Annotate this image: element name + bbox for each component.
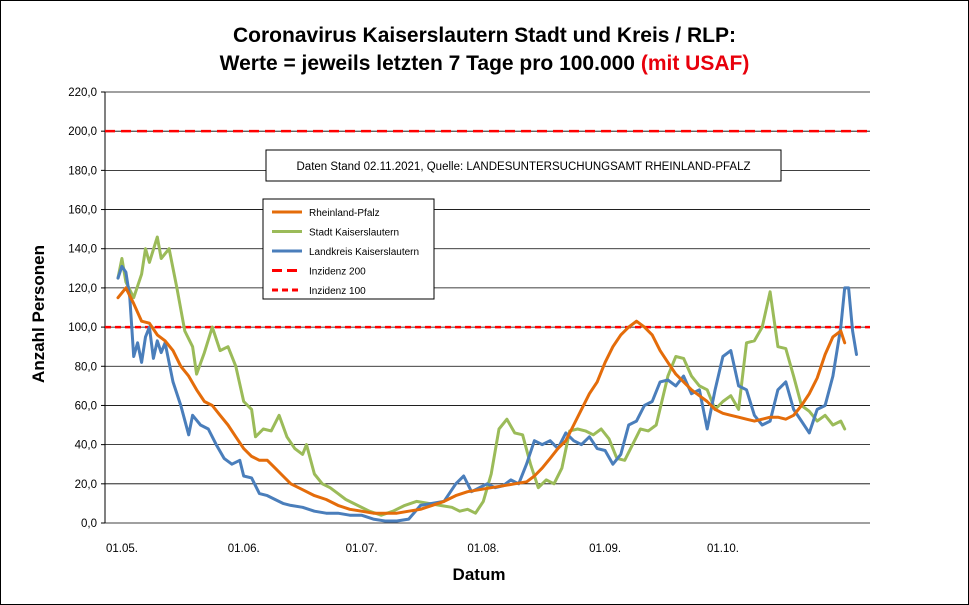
legend-label: Inzidenz 100 <box>309 286 366 297</box>
x-tick-label: 01.10. <box>707 543 739 555</box>
y-tick-label: 160,0 <box>68 205 97 217</box>
chart-title-line2: Werte = jeweils letzten 7 Tage pro 100.0… <box>0 52 969 76</box>
legend-frame <box>262 198 435 300</box>
y-tick-label: 140,0 <box>68 244 97 256</box>
chart-title-line1: Coronavirus Kaiserslautern Stadt und Kre… <box>233 24 736 47</box>
y-tick-label: 20,0 <box>75 479 97 491</box>
annotation-frame <box>265 149 782 182</box>
x-axis: 01.05. 01.06. 01.07. 01.08. 01.09. 01.10. <box>106 543 739 555</box>
x-tick-label: 01.05. <box>106 543 138 555</box>
series-line <box>116 235 847 517</box>
legend-label: Rheinland-Pfalz <box>309 208 380 219</box>
y-axis: 0,0 20,0 40,0 60,0 80,0 100,0 120,0 140,0 160,0 1… <box>68 87 106 530</box>
annotation-text: Daten Stand 02.11.2021, Quelle: LANDESUN… <box>297 161 751 173</box>
x-axis-label: Datum <box>453 565 506 584</box>
legend-label: Landkreis Kaiserslautern <box>309 247 419 258</box>
x-tick-label: 01.06. <box>228 543 260 555</box>
grid-lines <box>105 91 870 524</box>
chart-title-line2-text: Werte = jeweils letzten 7 Tage pro 100.0… <box>219 52 641 75</box>
x-tick-label: 01.07. <box>346 543 378 555</box>
y-tick-label: 200,0 <box>68 126 97 138</box>
y-tick-label: 220,0 <box>68 87 97 99</box>
y-tick-label: 180,0 <box>68 165 97 177</box>
y-tick-label: 60,0 <box>75 400 97 412</box>
legend-label: Stadt Kaiserslautern <box>309 228 399 239</box>
legend-label: Inzidenz 200 <box>309 267 366 278</box>
y-tick-label: 120,0 <box>68 283 97 295</box>
y-tick-label: 100,0 <box>68 322 97 334</box>
series-lines <box>116 235 858 523</box>
y-tick-label: 80,0 <box>75 361 97 373</box>
y-tick-label: 40,0 <box>75 440 97 452</box>
y-tick-label: 0,0 <box>81 518 97 530</box>
series-line <box>116 286 847 515</box>
chart-title-highlight: (mit USAF) <box>640 52 750 75</box>
reference-lines <box>105 129 870 329</box>
legend: Rheinland-Pfalz Stadt Kaiserslautern Landk… <box>262 198 435 300</box>
x-tick-label: 01.08. <box>467 543 499 555</box>
annotation-box: Daten Stand 02.11.2021, Quelle: LANDESUN… <box>265 149 782 182</box>
series-line <box>116 264 858 523</box>
y-axis-label: Anzahl Personen <box>29 245 48 383</box>
x-tick-label: 01.09. <box>589 543 621 555</box>
